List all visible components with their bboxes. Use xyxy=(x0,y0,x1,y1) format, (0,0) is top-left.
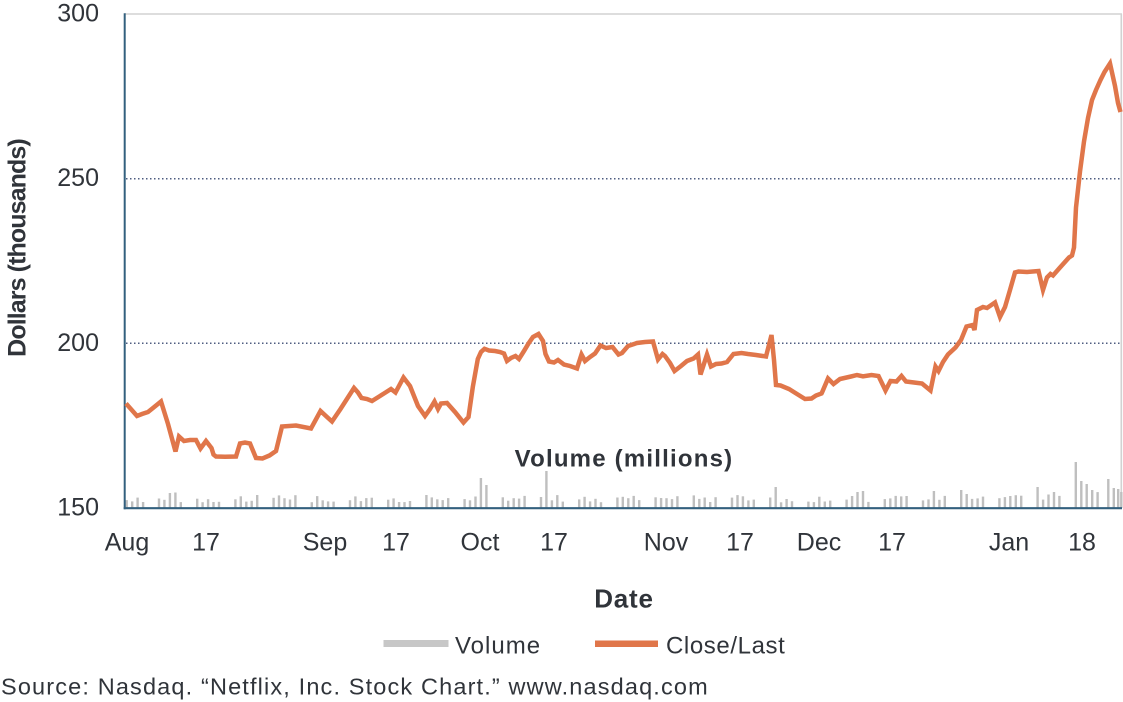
svg-text:Source: Nasdaq. “Netflix, Inc.: Source: Nasdaq. “Netflix, Inc. Stock Cha… xyxy=(1,674,709,700)
svg-text:Volume: Volume xyxy=(455,633,541,660)
svg-text:Dec: Dec xyxy=(797,529,841,557)
svg-text:Sep: Sep xyxy=(303,529,347,557)
svg-text:Dollars (thousands): Dollars (thousands) xyxy=(4,139,32,357)
svg-text:Date: Date xyxy=(594,584,654,614)
svg-text:17: 17 xyxy=(726,529,754,557)
svg-text:200: 200 xyxy=(57,329,99,357)
svg-text:Oct: Oct xyxy=(461,529,500,557)
svg-text:Nov: Nov xyxy=(644,529,689,557)
svg-text:Volume (millions): Volume (millions) xyxy=(515,446,734,473)
svg-text:17: 17 xyxy=(540,529,568,557)
svg-text:Jan: Jan xyxy=(989,529,1029,557)
svg-text:Aug: Aug xyxy=(105,529,149,557)
svg-text:17: 17 xyxy=(382,529,410,557)
svg-text:Close/Last: Close/Last xyxy=(666,633,785,660)
svg-text:17: 17 xyxy=(878,529,906,557)
svg-text:250: 250 xyxy=(57,164,99,192)
svg-text:17: 17 xyxy=(192,529,220,557)
svg-text:150: 150 xyxy=(57,494,99,522)
svg-text:300: 300 xyxy=(57,0,99,28)
svg-text:18: 18 xyxy=(1068,529,1096,557)
